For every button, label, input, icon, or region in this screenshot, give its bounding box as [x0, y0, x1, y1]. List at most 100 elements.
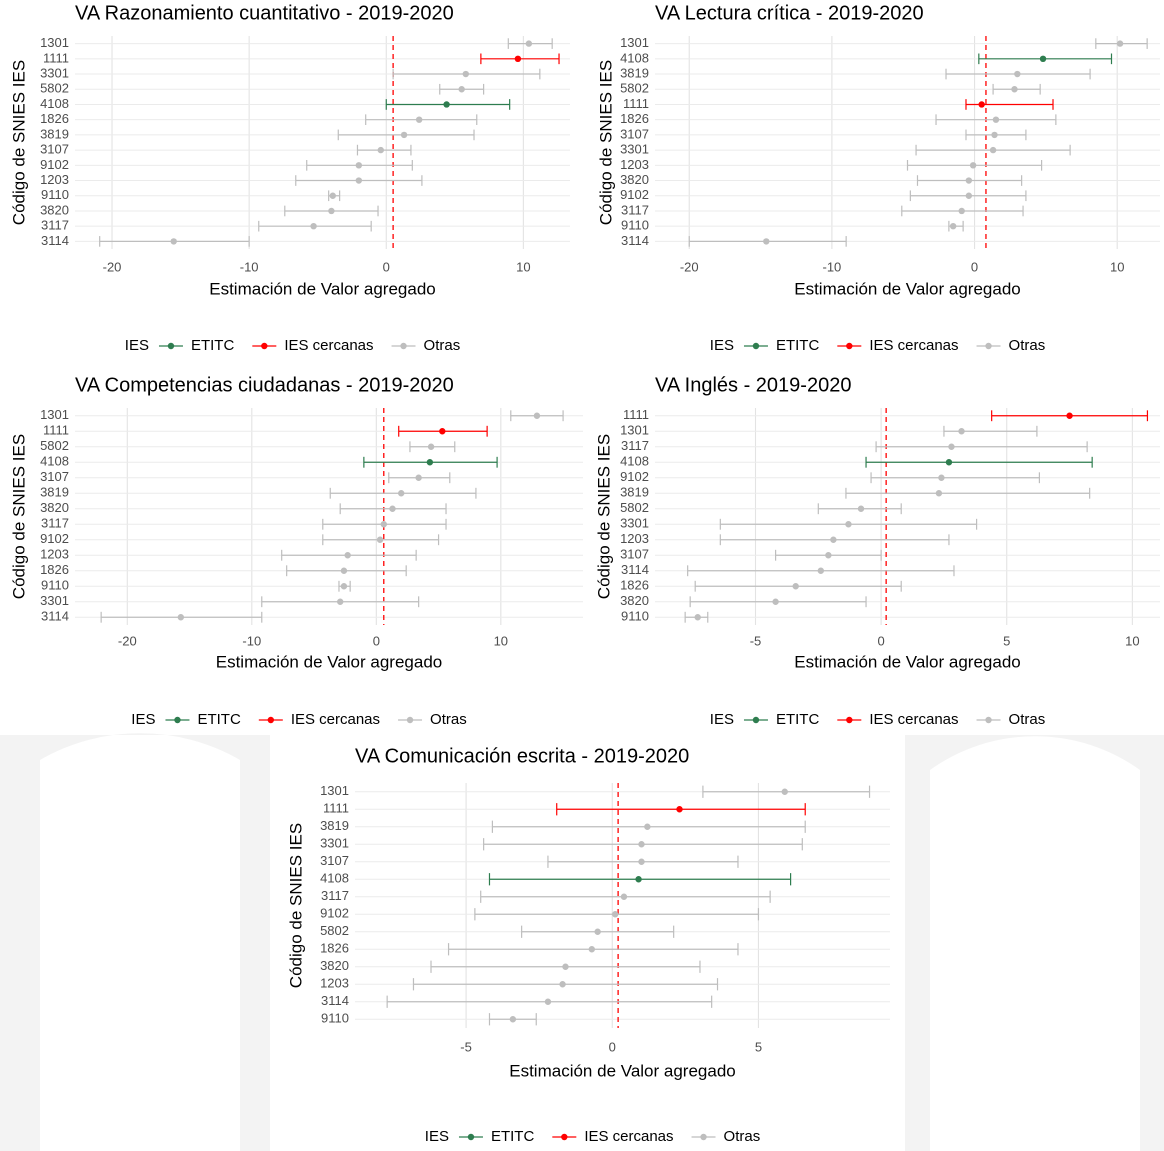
point: [426, 459, 434, 466]
point: [329, 192, 336, 199]
point: [380, 521, 387, 528]
point: [376, 536, 384, 543]
point: [462, 70, 469, 78]
point: [830, 536, 837, 543]
point: [398, 490, 405, 497]
point: [620, 893, 628, 900]
chart: VA Comunicación escrita - 2019-2020 -5 0 5 1…: [286, 745, 890, 1145]
y-tick-label: 3117: [321, 888, 349, 903]
point: [355, 162, 363, 169]
point: [525, 40, 533, 47]
y-tick-label: 9110: [41, 187, 69, 202]
legend-label: ETITC: [776, 711, 819, 728]
point: [533, 412, 541, 419]
y-tick-label: 3117: [41, 516, 69, 531]
y-tick-label: 9102: [620, 187, 649, 202]
y-tick-label: 1111: [43, 50, 69, 65]
y-tick-label: 3107: [320, 853, 349, 868]
point: [377, 146, 384, 154]
legend-title: IES: [131, 711, 155, 728]
point: [763, 238, 770, 245]
y-tick-label: 1301: [40, 407, 69, 422]
y-tick-label: 3820: [40, 500, 69, 515]
legend: IES ETITC IES cercanas Otras: [710, 711, 1045, 728]
y-tick-label: 4108: [620, 50, 649, 65]
y-tick-label: 3117: [41, 218, 69, 233]
legend-key-point: [985, 716, 992, 724]
y-tick-label: 3819: [320, 818, 349, 833]
point: [389, 505, 396, 512]
y-tick-label: 3301: [620, 142, 649, 157]
point: [978, 101, 985, 108]
y-axis-label: Código de SNIES IES: [596, 60, 615, 225]
legend-key-point: [261, 342, 268, 350]
y-tick-label: 9102: [320, 906, 349, 921]
y-tick-label: 3117: [621, 202, 649, 217]
x-tick-label: 0: [383, 259, 390, 274]
point: [415, 474, 422, 481]
chart-title: VA Inglés - 2019-2020: [655, 374, 851, 396]
legend-key-point: [752, 342, 760, 350]
point: [845, 521, 852, 528]
chart-title: VA Razonamiento cuantitativo - 2019-2020: [75, 2, 454, 24]
legend-title: IES: [710, 711, 734, 728]
y-tick-label: 1826: [40, 111, 69, 126]
x-tick-label: 10: [516, 259, 530, 274]
y-tick-label: 3819: [40, 485, 69, 500]
y-tick-label: 3114: [41, 233, 69, 248]
y-axis-label: Código de SNIES IES: [9, 60, 28, 225]
point: [328, 207, 335, 215]
point: [638, 841, 645, 848]
legend-key-point: [846, 342, 853, 350]
legend: IES ETITC IES cercanas Otras: [710, 337, 1045, 354]
y-tick-label: 1111: [323, 801, 349, 816]
legend-label: IES cercanas: [869, 337, 958, 354]
point: [400, 131, 408, 139]
point: [772, 598, 779, 605]
y-tick-label: 1203: [40, 172, 69, 187]
legend-label: Otras: [724, 1128, 761, 1145]
legend-title: IES: [710, 337, 734, 354]
y-tick-label: 1111: [623, 407, 649, 422]
chart: VA Inglés - 2019-2020 -5 0 5 10 1111130131174…: [594, 374, 1160, 728]
watermark: [0, 733, 1164, 1151]
watermark-shape: [905, 735, 1164, 1151]
legend-label: IES cercanas: [291, 711, 380, 728]
y-tick-label: 3114: [621, 562, 649, 577]
legend-label: Otras: [424, 337, 461, 354]
y-tick-label: 4108: [620, 454, 649, 469]
point: [594, 928, 601, 935]
point: [965, 177, 973, 184]
x-tick-label: -5: [460, 1039, 472, 1054]
point: [177, 614, 185, 621]
x-tick-label: 10: [1125, 633, 1139, 648]
point: [992, 116, 1000, 123]
legend-key-point: [467, 1133, 475, 1141]
y-axis-label: Código de SNIES IES: [9, 434, 28, 599]
point: [310, 222, 317, 230]
legend-title: IES: [125, 337, 149, 354]
legend: IES ETITC IES cercanas Otras: [425, 1128, 760, 1145]
y-tick-label: 9102: [40, 531, 69, 546]
legend-label: IES cercanas: [869, 711, 958, 728]
x-axis-label: Estimación de Valor agregado: [216, 652, 443, 671]
legend-label: IES cercanas: [284, 337, 373, 354]
point: [676, 806, 683, 813]
y-tick-label: 1203: [620, 531, 649, 546]
y-tick-label: 9110: [621, 218, 649, 233]
y-tick-label: 3114: [41, 609, 69, 624]
y-tick-label: 5802: [40, 438, 69, 453]
point: [635, 876, 642, 883]
point: [958, 428, 965, 435]
legend-label: ETITC: [491, 1128, 534, 1145]
point: [991, 131, 998, 139]
legend-label: Otras: [1009, 337, 1046, 354]
x-tick-label: -10: [240, 259, 259, 274]
y-tick-label: 1826: [620, 111, 649, 126]
y-tick-label: 3820: [620, 593, 649, 608]
legend-title: IES: [425, 1128, 449, 1145]
x-tick-label: 5: [1003, 633, 1010, 648]
y-tick-label: 5802: [620, 81, 649, 96]
legend-label: ETITC: [197, 711, 240, 728]
